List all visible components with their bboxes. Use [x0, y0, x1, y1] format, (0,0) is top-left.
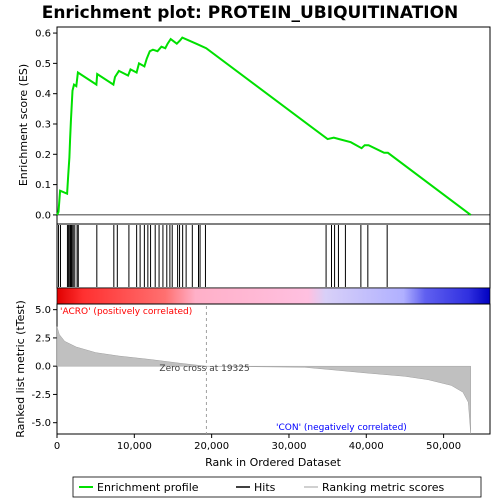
es-ytick-label-1: 0.1 [35, 180, 51, 191]
enrichment-profile-line [56, 36, 472, 216]
metric-panel-frame [56, 303, 491, 435]
x-tick-label-3: 30,000 [271, 441, 306, 452]
negative-correlation-label: 'CON' (negatively correlated) [276, 423, 407, 433]
metric-ytick-label-2: 0.0 [35, 362, 51, 373]
x-tick-label-4: 40,000 [349, 441, 384, 452]
es-ytick-label-0: 0.0 [35, 210, 51, 221]
metric-ytick-label-3: -2.5 [31, 390, 51, 401]
x-tick-label-1: 10,000 [117, 441, 152, 452]
metric-ylabel: Ranked list metric (tTest) [14, 300, 27, 437]
es-panel-frame [56, 26, 491, 225]
metric-ytick-label-4: -5.0 [31, 418, 51, 429]
legend-box [72, 476, 482, 498]
metric-ytick-label-1: 2.5 [35, 333, 51, 344]
positive-correlation-label: 'ACRO' (positively correlated) [60, 307, 192, 317]
legend-enrichment-label: Enrichment profile [97, 481, 199, 494]
es-ytick-label-5: 0.5 [35, 59, 51, 70]
es-ytick-label-6: 0.6 [35, 29, 51, 40]
x-tick-label-2: 20,000 [194, 441, 229, 452]
legend-metric-label: Ranking metric scores [322, 481, 444, 494]
x-axis-label: Rank in Ordered Dataset [205, 456, 342, 469]
x-tick-label-0: 0 [54, 441, 60, 452]
es-ytick-label-3: 0.3 [35, 119, 51, 130]
es-ytick-label-2: 0.2 [35, 150, 51, 161]
ranking-metric-area [56, 326, 471, 435]
es-ylabel: Enrichment score (ES) [17, 64, 30, 186]
metric-ytick-label-0: 5.0 [35, 305, 51, 316]
legend-hits-label: Hits [254, 481, 276, 494]
hits-panel-frame [56, 223, 491, 289]
chart-title: Enrichment plot: PROTEIN_UBIQUITINATION [42, 3, 459, 23]
zero-cross-label: Zero cross at 19325 [159, 364, 249, 374]
es-ytick-label-4: 0.4 [35, 89, 51, 100]
x-tick-label-5: 50,000 [426, 441, 461, 452]
rank-color-bar [56, 287, 491, 305]
